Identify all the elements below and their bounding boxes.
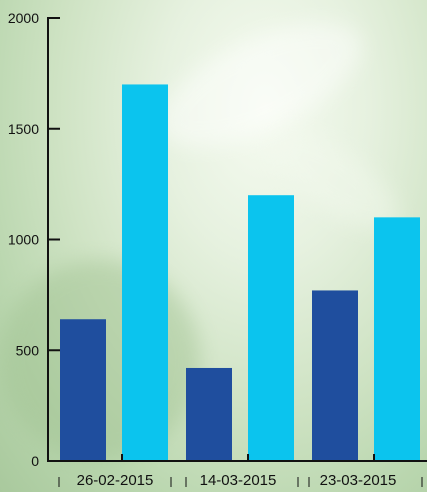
bars-layer — [60, 84, 420, 461]
bar-series-1-2 — [248, 195, 294, 461]
y-ticks-layer: 0 500 1000 1500 2000 — [8, 10, 60, 469]
y-tick-label: 500 — [16, 342, 40, 358]
bar-series-0-2 — [186, 367, 232, 461]
y-tick-label: 1000 — [8, 232, 39, 248]
x-category-label: 26-02-2015 — [77, 472, 154, 489]
x-ticks-layer: 26-02-2015 14-03-2015 23-03-2015 — [58, 454, 423, 489]
bar-series-1-3 — [374, 217, 420, 461]
bar-series-0-3 — [312, 290, 358, 461]
x-category-label: 14-03-2015 — [200, 472, 277, 489]
bar-series-1-1 — [122, 84, 168, 461]
y-tick-label: 0 — [31, 453, 39, 469]
y-tick-label: 2000 — [8, 10, 39, 26]
bar-series-0-1 — [60, 319, 106, 461]
y-tick-label: 1500 — [8, 121, 39, 137]
x-category-label: 23-03-2015 — [320, 472, 397, 489]
